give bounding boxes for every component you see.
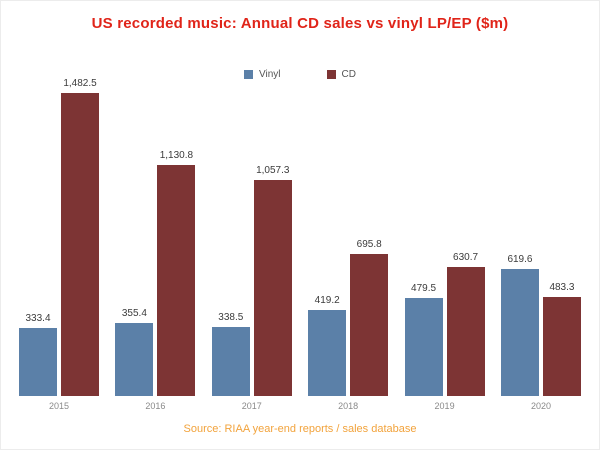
bar-vinyl-2020: 619.6 (500, 254, 539, 396)
bars-row: 333.4 1,482.5 (19, 78, 99, 396)
bars-row: 619.6 483.3 (500, 89, 581, 396)
legend-label-vinyl: Vinyl (259, 69, 281, 80)
legend-item-vinyl: Vinyl (244, 69, 281, 80)
value-label-cd-2020: 483.3 (549, 282, 575, 293)
bar-group-2020: 619.6 483.3 2020 (500, 89, 581, 411)
bar-cd-2015: 1,482.5 (61, 78, 99, 396)
value-label-cd-2017: 1,057.3 (256, 165, 290, 176)
value-label-cd-2016: 1,130.8 (159, 150, 194, 161)
legend-label-cd: CD (341, 69, 356, 80)
x-axis-label-2020: 2020 (530, 401, 551, 411)
value-label-vinyl-2020: 619.6 (507, 254, 533, 265)
bar-cd-2017: 1,057.3 (253, 165, 292, 396)
bar-group-2019: 479.5 630.7 2019 (404, 89, 485, 411)
value-label-cd-2018: 695.8 (356, 239, 382, 250)
x-axis-label-2018: 2018 (338, 401, 359, 411)
bar-vinyl-2017: 338.5 (211, 312, 250, 396)
bar-cd-2018: 695.8 (350, 239, 389, 396)
value-label-vinyl-2017: 338.5 (218, 312, 244, 323)
value-label-cd-2015: 1,482.5 (63, 78, 97, 89)
legend: Vinyl CD (1, 69, 599, 80)
bar-vinyl-2019: 479.5 (404, 283, 443, 396)
source-note: Source: RIAA year-end reports / sales da… (183, 423, 417, 435)
legend-item-cd: CD (326, 69, 356, 80)
value-label-cd-2019: 630.7 (453, 252, 479, 263)
bar-cd-2019: 630.7 (446, 252, 485, 396)
value-label-vinyl-2015: 333.4 (25, 313, 51, 324)
value-label-vinyl-2016: 355.4 (121, 308, 147, 319)
value-label-vinyl-2018: 419.2 (314, 295, 340, 306)
bars-row: 338.5 1,057.3 (211, 89, 292, 396)
value-label-vinyl-2019: 479.5 (411, 283, 437, 294)
legend-swatch-vinyl (244, 70, 254, 79)
legend-swatch-cd (326, 70, 336, 79)
bars-row: 419.2 695.8 (308, 89, 389, 396)
bar-cd-2020: 483.3 (542, 282, 581, 396)
x-axis-label-2017: 2017 (241, 401, 262, 411)
bar-vinyl-2016: 355.4 (115, 308, 154, 396)
bars-row: 479.5 630.7 (404, 89, 485, 396)
bar-vinyl-2015: 333.4 (19, 313, 57, 396)
x-axis-label-2019: 2019 (434, 401, 455, 411)
bar-cd-2016: 1,130.8 (157, 150, 196, 396)
bar-vinyl-2018: 419.2 (308, 295, 347, 396)
bar-group-2015: 333.4 1,482.5 2015 (19, 78, 99, 411)
bars-row: 355.4 1,130.8 (115, 89, 196, 396)
x-axis-label-2016: 2016 (145, 401, 166, 411)
bar-group-2018: 419.2 695.8 2018 (308, 89, 389, 411)
x-axis-label-2015: 2015 (48, 401, 70, 411)
plot-area: 333.4 1,482.5 2015 355.4 1,130.8 2016 338.5 1,0… (19, 78, 581, 411)
bar-group-2016: 355.4 1,130.8 2016 (115, 89, 196, 411)
bar-group-2017: 338.5 1,057.3 2017 (211, 89, 292, 411)
chart-title: US recorded music: Annual CD sales vs vi… (91, 15, 509, 32)
